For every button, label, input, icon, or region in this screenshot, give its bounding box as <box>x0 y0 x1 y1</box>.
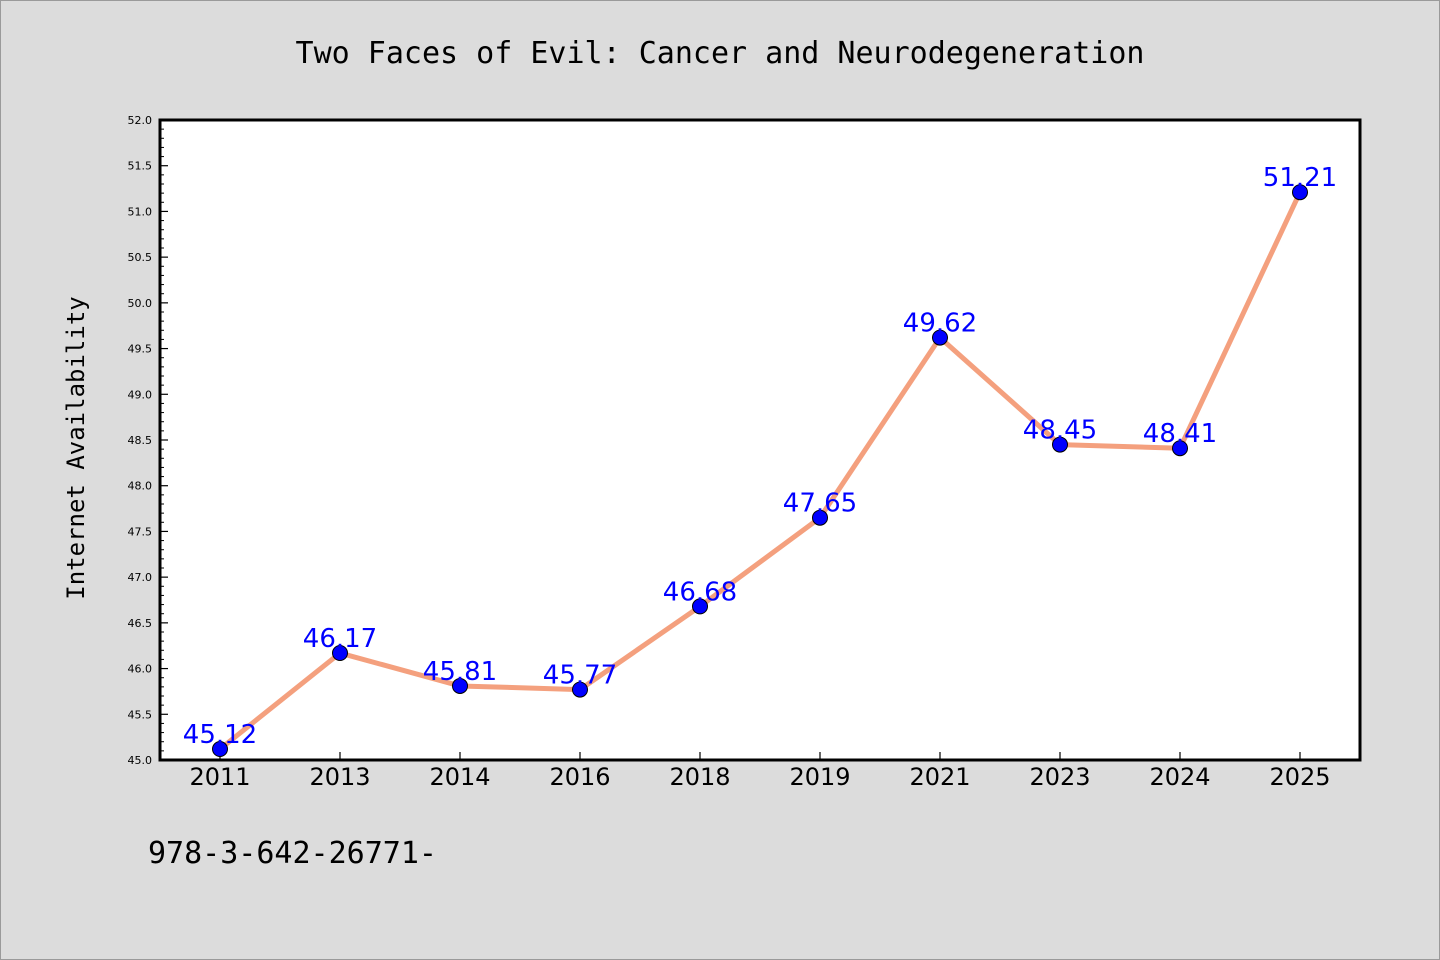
data-point-marker <box>452 677 468 694</box>
y-tick-label: 50.5 <box>128 251 153 264</box>
y-tick-label: 46.5 <box>128 617 153 630</box>
x-tick-label: 2024 <box>1149 763 1210 791</box>
data-point-marker <box>212 741 228 758</box>
data-labels: 45.12 46.17 45.81 45.77 46.68 47.65 49.62 48.45… <box>183 163 1337 750</box>
data-point-marker <box>332 645 348 662</box>
x-tick-label: 2013 <box>309 763 370 791</box>
plot-area <box>158 118 1362 762</box>
x-tick-label: 2016 <box>549 763 610 791</box>
x-tick-label: 2023 <box>1029 763 1090 791</box>
data-point-marker <box>1292 184 1308 201</box>
y-tick-label: 48.5 <box>128 434 153 447</box>
data-label: 45.77 <box>543 661 617 691</box>
y-tick-label: 48.0 <box>128 480 153 493</box>
y-axis-ticks: 45.0 45.5 46.0 46.5 47.0 47.5 48.0 48.5 49.0 49.5… <box>128 114 168 767</box>
y-axis-label: Internet Availability <box>62 296 90 599</box>
data-point-marker <box>812 509 828 526</box>
series-line-group <box>217 189 1303 752</box>
x-tick-label: 2025 <box>1269 763 1330 791</box>
data-label: 51.21 <box>1263 163 1337 193</box>
data-point-marker <box>692 598 708 615</box>
data-label: 48.45 <box>1023 416 1097 446</box>
y-tick-label: 50.0 <box>128 297 153 310</box>
y-tick-label: 51.5 <box>128 160 153 173</box>
y-tick-label: 46.0 <box>128 663 153 676</box>
x-tick-label: 2018 <box>669 763 730 791</box>
chart-title: Two Faces of Evil: Cancer and Neurodegen… <box>296 36 1145 71</box>
y-tick-label: 47.5 <box>128 525 153 538</box>
y-tick-label: 49.5 <box>128 343 153 356</box>
data-point-marker <box>1172 440 1188 457</box>
data-point-marker <box>932 329 948 346</box>
series-markers <box>212 184 1308 758</box>
x-tick-label: 2014 <box>429 763 490 791</box>
x-tick-label: 2011 <box>189 763 250 791</box>
series-line <box>217 189 1303 752</box>
data-point-marker <box>572 681 588 698</box>
footer-isbn-text: 978-3-642-26771- <box>148 836 437 871</box>
y-tick-label: 45.5 <box>128 708 153 721</box>
data-label: 47.65 <box>783 489 857 519</box>
y-tick-label: 52.0 <box>128 114 153 127</box>
y-tick-label: 45.0 <box>128 754 153 767</box>
data-label: 45.81 <box>423 657 497 687</box>
data-point-marker <box>1052 436 1068 453</box>
data-label: 46.68 <box>663 577 737 607</box>
data-label: 48.41 <box>1143 419 1217 449</box>
x-tick-label: 2021 <box>909 763 970 791</box>
x-axis-ticks: 2011 2013 2014 2016 2018 2019 2021 2023 2024 2025 <box>189 752 1331 791</box>
y-tick-label: 51.0 <box>128 205 153 218</box>
data-label: 45.12 <box>183 720 257 750</box>
x-tick-label: 2019 <box>789 763 850 791</box>
y-tick-label: 47.0 <box>128 571 153 584</box>
y-tick-label: 49.0 <box>128 388 153 401</box>
data-label: 46.17 <box>303 624 377 654</box>
data-label: 49.62 <box>903 309 977 339</box>
